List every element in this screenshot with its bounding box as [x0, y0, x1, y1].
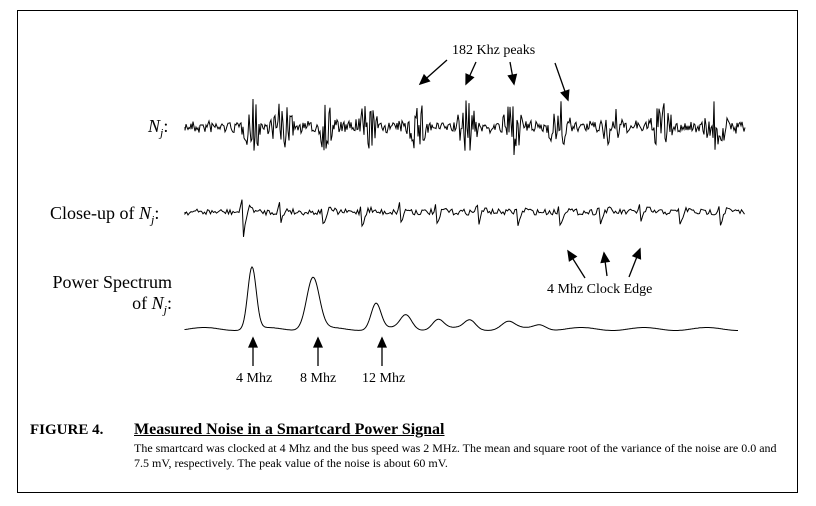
panel-label-noise: Nj:	[148, 116, 169, 140]
panel-label-spectrum: Power Spectrum of Nj:	[36, 272, 172, 318]
power-spectrum-trace	[184, 265, 738, 331]
figure-caption: The smartcard was clocked at 4 Mhz and t…	[134, 441, 777, 470]
annotation-182khz-peaks: 182 Khz peaks	[452, 43, 536, 58]
figure-label: FIGURE 4.	[30, 422, 104, 438]
panel-label-closeup: Close-up of Nj:	[50, 203, 160, 227]
annotation-12mhz: 12 Mhz	[362, 371, 406, 386]
closeup-trace	[184, 199, 745, 237]
noise-trace	[184, 98, 746, 156]
annotation-clock-edge: 4 Mhz Clock Edge	[547, 282, 653, 297]
figure-title: Measured Noise in a Smartcard Power Sign…	[134, 421, 445, 438]
arrows	[247, 59, 642, 366]
annotation-8mhz: 8 Mhz	[300, 371, 337, 386]
annotation-4mhz: 4 Mhz	[236, 371, 273, 386]
panel-label-spectrum-line1: Power Spectrum	[52, 272, 172, 292]
figure-frame	[17, 10, 798, 493]
